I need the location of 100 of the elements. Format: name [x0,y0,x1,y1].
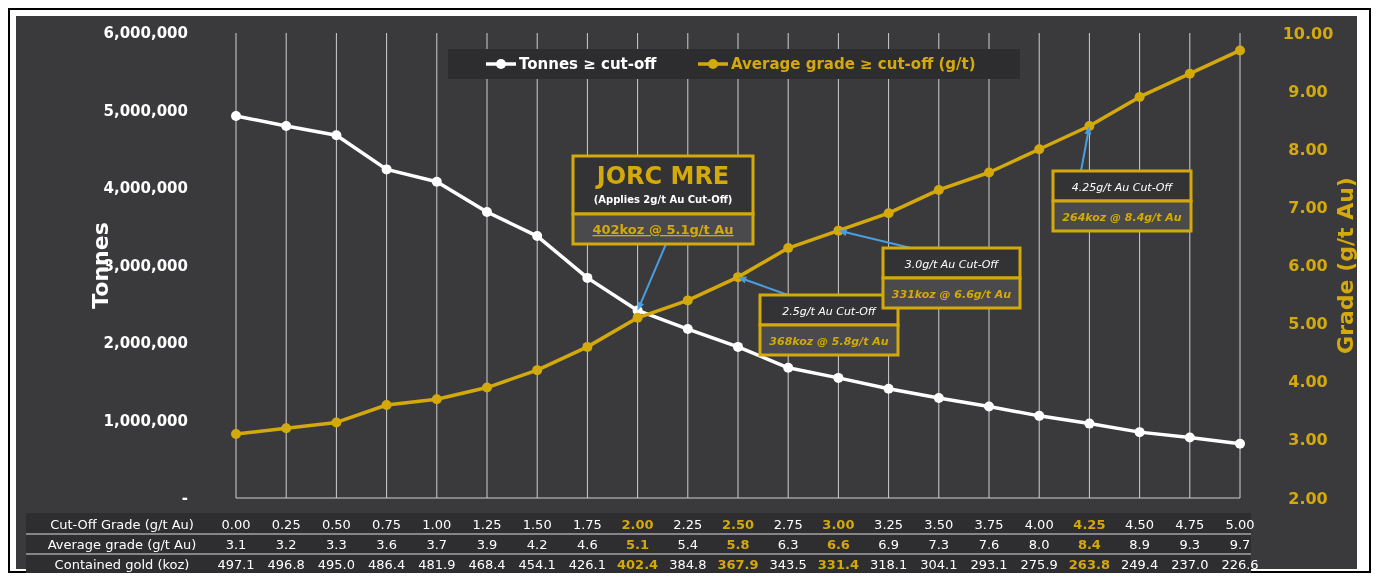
text: 497.1 [217,556,255,572]
x-tick-label: 4.00 [1024,516,1054,532]
point [231,110,241,121]
point [1134,91,1145,102]
x-tick-label: 1.75 [572,516,602,532]
data-label: 7.6 [978,536,1000,552]
point [783,362,794,373]
x-tick-label: 3.50 [924,516,954,532]
annotation: JORC MRE [594,162,730,190]
point [933,184,944,195]
x-tick-label: 0.25 [271,516,301,532]
text: 343.5 [769,556,807,572]
data-label: 6.3 [777,536,799,552]
x-tick-label: 0.00 [221,516,251,532]
point [231,429,241,440]
annotation: 3.0g/t Au Cut-Off [904,258,1000,271]
x-tick-label: 2.00 [621,516,654,532]
y-tick-label: 4,000,000 [103,179,188,198]
annotation: 402koz @ 5.1g/t Au [592,222,734,237]
point [883,383,894,394]
x-tick-label: 0.50 [321,516,351,532]
x-tick-label: 4.25 [1073,516,1106,532]
annotation: 331koz @ 6.6g/t Au [891,288,1012,301]
text: 304.1 [920,556,958,572]
point [883,208,894,219]
data-label: 9.7 [1229,536,1251,552]
point [1034,144,1045,155]
y2-tick-label: 9.00 [1288,81,1328,101]
point [1235,438,1245,449]
data-label: 3.1 [225,536,247,552]
annotation: 264koz @ 8.4g/t Au [1062,211,1182,224]
point [984,167,994,178]
y2-tick-label: 10.00 [1282,23,1334,43]
legend-label: Tonnes ≥ cut-off [519,55,658,74]
point [482,382,492,393]
text: 481.9 [418,556,456,572]
data-label: 8.0 [1028,536,1050,552]
y2-tick-label: 2.00 [1288,488,1328,508]
text: 426.1 [568,556,607,572]
text: 237.0 [1171,556,1209,572]
data-label: 7.3 [928,536,950,552]
point [783,243,794,254]
data-label: 6.6 [826,536,850,552]
point [482,207,492,218]
text: 454.1 [518,556,556,572]
text: 249.4 [1120,556,1159,572]
x-tick-label: 5.00 [1225,516,1255,532]
y-tick-label: 2,000,000 [103,334,188,353]
y2-tick-label: 6.00 [1288,256,1328,276]
point [582,341,593,352]
point [381,400,392,410]
point [833,372,844,383]
y-tick-label: - [181,489,188,508]
x-tick-label: 4.75 [1175,516,1205,532]
text: 486.4 [367,556,406,572]
text: Average grade (g/t Au) [47,536,197,552]
data-label: 3.3 [326,536,347,552]
data-label: 5.4 [677,536,699,552]
y2-tick-label: 5.00 [1288,314,1328,334]
legend-label: Average grade ≥ cut-off (g/t) [731,55,976,74]
point [582,272,593,283]
data-label: 3.2 [275,536,297,552]
point [682,295,693,306]
data-label: 8.9 [1129,536,1150,552]
text: 496.8 [267,556,305,572]
point [682,324,693,335]
text: 331.4 [817,556,859,572]
annotation: 368koz @ 5.8g/t Au [769,335,889,348]
point [281,121,292,131]
data-label: 4.2 [526,536,548,552]
text: 384.8 [669,556,707,572]
text: Contained gold (koz) [54,556,190,572]
data-label: 3.6 [376,536,397,552]
point [933,393,944,404]
data-label: 5.1 [626,536,650,552]
y-tick-label: 6,000,000 [103,24,188,43]
point [431,394,442,405]
text: 402.4 [617,556,659,572]
annotation: (Applies 2g/t Au Cut-Off) [593,194,733,205]
data-label: 5.8 [726,536,750,552]
text: 468.4 [468,556,506,572]
x-tick-label: 1.50 [522,516,552,532]
data-label: 6.9 [878,536,899,552]
point [1235,45,1245,56]
point [331,130,342,141]
x-tick-label: 3.00 [822,516,855,532]
y2-axis-title: Grade (g/t Au) [1333,177,1358,354]
text: 293.1 [970,556,1008,572]
y-tick-label: 5,000,000 [103,101,188,120]
point [1134,427,1145,438]
x-tick-label: 0.75 [372,516,402,532]
annotation: 2.5g/t Au Cut-Off [782,305,877,318]
data-label: 8.4 [1077,536,1101,552]
y-tick-label: 1,000,000 [103,411,188,430]
y2-tick-label: 8.00 [1288,139,1328,159]
data-label: 3.7 [426,536,448,552]
y2-tick-label: 7.00 [1288,197,1328,217]
text: 263.8 [1068,556,1110,572]
annotation: 4.25g/t Au Cut-Off [1071,181,1174,194]
point [984,401,994,412]
